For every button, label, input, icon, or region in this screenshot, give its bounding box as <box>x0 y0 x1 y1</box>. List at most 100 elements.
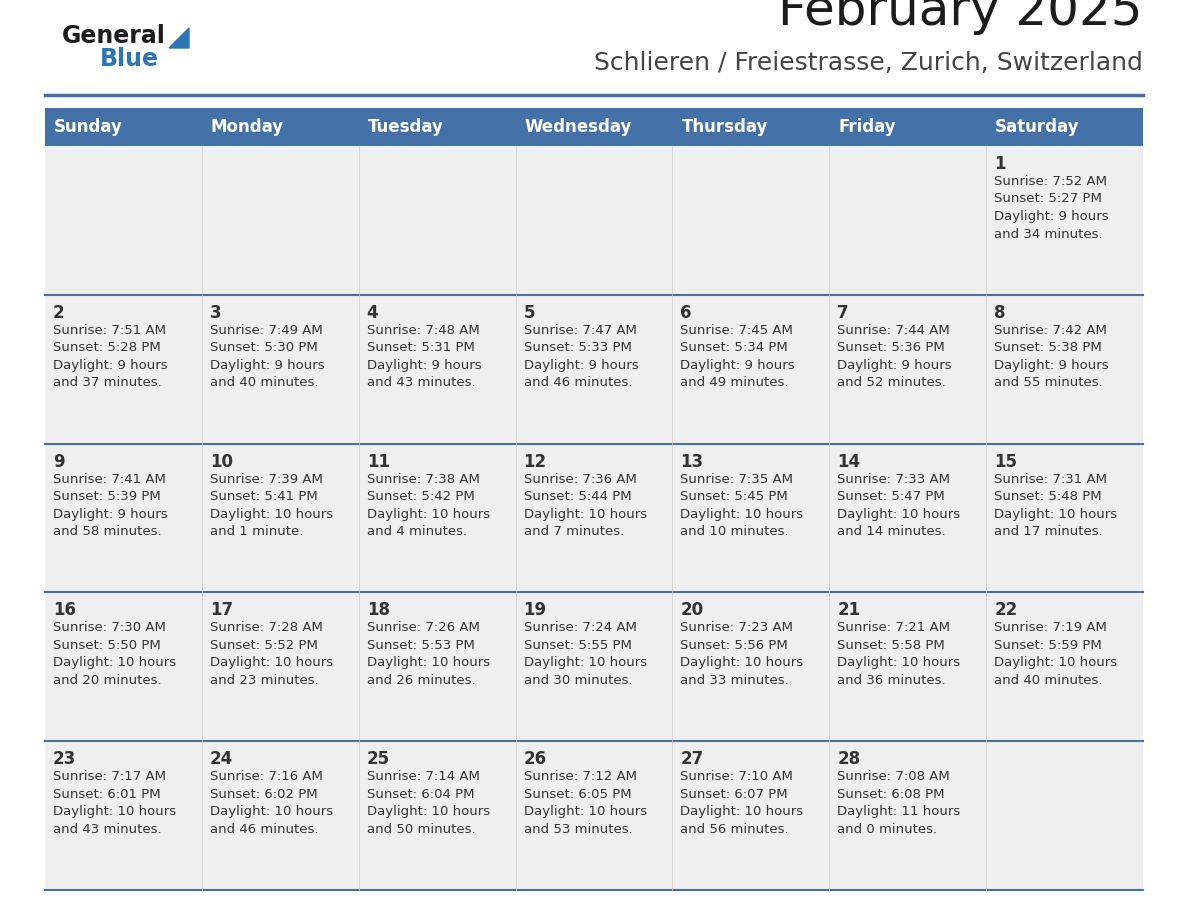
Text: Daylight: 10 hours: Daylight: 10 hours <box>681 656 803 669</box>
Bar <box>45 108 202 146</box>
Text: Sunrise: 7:26 AM: Sunrise: 7:26 AM <box>367 621 480 634</box>
Text: and 43 minutes.: and 43 minutes. <box>53 823 162 835</box>
Bar <box>359 741 516 890</box>
Text: and 10 minutes.: and 10 minutes. <box>681 525 789 538</box>
Bar <box>672 146 829 295</box>
Text: Sunrise: 7:33 AM: Sunrise: 7:33 AM <box>838 473 950 486</box>
Text: Daylight: 10 hours: Daylight: 10 hours <box>53 805 176 818</box>
Bar <box>359 592 516 741</box>
Text: and 50 minutes.: and 50 minutes. <box>367 823 475 835</box>
Bar <box>986 443 1143 592</box>
Text: 8: 8 <box>994 304 1006 322</box>
Text: 13: 13 <box>681 453 703 471</box>
Text: and 7 minutes.: and 7 minutes. <box>524 525 624 538</box>
Text: Sunrise: 7:23 AM: Sunrise: 7:23 AM <box>681 621 794 634</box>
Text: Sunrise: 7:38 AM: Sunrise: 7:38 AM <box>367 473 480 486</box>
Text: Sunrise: 7:47 AM: Sunrise: 7:47 AM <box>524 324 637 337</box>
Text: Sunset: 6:05 PM: Sunset: 6:05 PM <box>524 788 631 800</box>
Text: 3: 3 <box>210 304 221 322</box>
Text: 22: 22 <box>994 601 1017 620</box>
Text: Sunrise: 7:19 AM: Sunrise: 7:19 AM <box>994 621 1107 634</box>
Text: and 1 minute.: and 1 minute. <box>210 525 303 538</box>
Text: 26: 26 <box>524 750 546 768</box>
Bar <box>359 108 516 146</box>
Text: and 53 minutes.: and 53 minutes. <box>524 823 632 835</box>
Text: and 14 minutes.: and 14 minutes. <box>838 525 946 538</box>
Text: Daylight: 9 hours: Daylight: 9 hours <box>838 359 952 372</box>
Text: Sunset: 5:44 PM: Sunset: 5:44 PM <box>524 490 631 503</box>
Bar <box>516 108 672 146</box>
Bar <box>516 146 672 295</box>
Text: and 55 minutes.: and 55 minutes. <box>994 376 1102 389</box>
Bar <box>202 146 359 295</box>
Text: Sunset: 5:45 PM: Sunset: 5:45 PM <box>681 490 788 503</box>
Text: Daylight: 10 hours: Daylight: 10 hours <box>524 805 646 818</box>
Text: Sunrise: 7:14 AM: Sunrise: 7:14 AM <box>367 770 480 783</box>
Text: and 46 minutes.: and 46 minutes. <box>210 823 318 835</box>
Text: Sunset: 5:50 PM: Sunset: 5:50 PM <box>53 639 160 652</box>
Bar <box>359 295 516 443</box>
Text: 25: 25 <box>367 750 390 768</box>
Text: and 58 minutes.: and 58 minutes. <box>53 525 162 538</box>
Text: and 56 minutes.: and 56 minutes. <box>681 823 789 835</box>
Text: 2: 2 <box>53 304 64 322</box>
Bar <box>45 146 202 295</box>
Text: and 40 minutes.: and 40 minutes. <box>210 376 318 389</box>
Text: and 46 minutes.: and 46 minutes. <box>524 376 632 389</box>
Text: 14: 14 <box>838 453 860 471</box>
Text: Sunset: 6:01 PM: Sunset: 6:01 PM <box>53 788 160 800</box>
Text: Sunrise: 7:08 AM: Sunrise: 7:08 AM <box>838 770 950 783</box>
Text: Sunset: 5:42 PM: Sunset: 5:42 PM <box>367 490 474 503</box>
Text: Daylight: 9 hours: Daylight: 9 hours <box>53 508 168 521</box>
Text: Daylight: 9 hours: Daylight: 9 hours <box>53 359 168 372</box>
Text: and 36 minutes.: and 36 minutes. <box>838 674 946 687</box>
Text: and 23 minutes.: and 23 minutes. <box>210 674 318 687</box>
Text: and 0 minutes.: and 0 minutes. <box>838 823 937 835</box>
Bar <box>672 295 829 443</box>
Text: and 37 minutes.: and 37 minutes. <box>53 376 162 389</box>
Text: Sunset: 5:34 PM: Sunset: 5:34 PM <box>681 341 788 354</box>
Text: Sunset: 5:33 PM: Sunset: 5:33 PM <box>524 341 632 354</box>
Text: and 4 minutes.: and 4 minutes. <box>367 525 467 538</box>
Text: Sunset: 5:55 PM: Sunset: 5:55 PM <box>524 639 632 652</box>
Text: Daylight: 10 hours: Daylight: 10 hours <box>681 805 803 818</box>
Text: and 20 minutes.: and 20 minutes. <box>53 674 162 687</box>
Text: Sunset: 5:27 PM: Sunset: 5:27 PM <box>994 193 1102 206</box>
Bar <box>829 295 986 443</box>
Text: Sunrise: 7:41 AM: Sunrise: 7:41 AM <box>53 473 166 486</box>
Text: Sunrise: 7:35 AM: Sunrise: 7:35 AM <box>681 473 794 486</box>
Text: Sunrise: 7:17 AM: Sunrise: 7:17 AM <box>53 770 166 783</box>
Bar <box>829 741 986 890</box>
Text: Sunrise: 7:44 AM: Sunrise: 7:44 AM <box>838 324 950 337</box>
Bar <box>45 295 202 443</box>
Text: Sunday: Sunday <box>53 118 122 136</box>
Text: Sunset: 5:38 PM: Sunset: 5:38 PM <box>994 341 1102 354</box>
Bar <box>672 592 829 741</box>
Bar <box>829 592 986 741</box>
Text: Daylight: 10 hours: Daylight: 10 hours <box>210 508 333 521</box>
Text: General: General <box>62 24 166 48</box>
Text: Daylight: 11 hours: Daylight: 11 hours <box>838 805 961 818</box>
Text: Daylight: 10 hours: Daylight: 10 hours <box>524 508 646 521</box>
Text: Sunset: 5:53 PM: Sunset: 5:53 PM <box>367 639 474 652</box>
Bar <box>986 295 1143 443</box>
Text: Sunrise: 7:28 AM: Sunrise: 7:28 AM <box>210 621 323 634</box>
Text: Sunrise: 7:48 AM: Sunrise: 7:48 AM <box>367 324 480 337</box>
Bar <box>202 443 359 592</box>
Text: and 30 minutes.: and 30 minutes. <box>524 674 632 687</box>
Text: Tuesday: Tuesday <box>368 118 443 136</box>
Text: 5: 5 <box>524 304 535 322</box>
Text: 23: 23 <box>53 750 76 768</box>
Text: and 40 minutes.: and 40 minutes. <box>994 674 1102 687</box>
Bar <box>516 295 672 443</box>
Text: 1: 1 <box>994 155 1006 173</box>
Text: Daylight: 9 hours: Daylight: 9 hours <box>524 359 638 372</box>
Text: Sunset: 6:02 PM: Sunset: 6:02 PM <box>210 788 317 800</box>
Bar <box>202 295 359 443</box>
Bar <box>829 108 986 146</box>
Text: 9: 9 <box>53 453 64 471</box>
Text: 15: 15 <box>994 453 1017 471</box>
Bar <box>829 146 986 295</box>
Text: and 26 minutes.: and 26 minutes. <box>367 674 475 687</box>
Text: Blue: Blue <box>100 47 159 71</box>
